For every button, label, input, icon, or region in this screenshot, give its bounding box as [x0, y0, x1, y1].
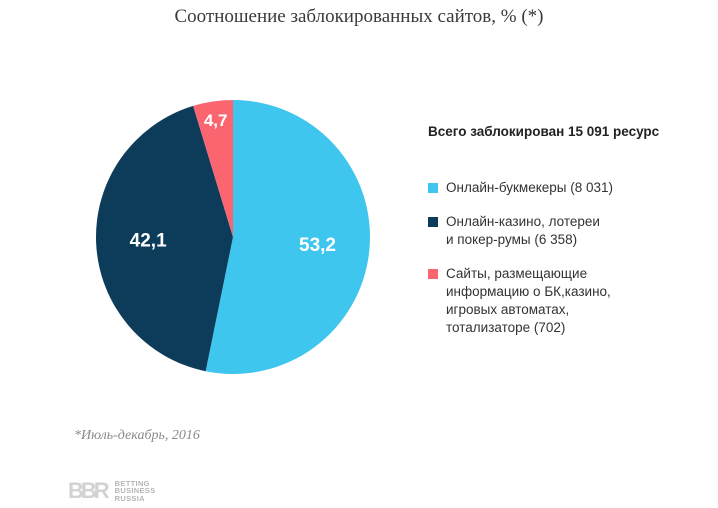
pie-label-1: 53,2	[299, 235, 336, 256]
footnote: *Июль-декабрь, 2016	[74, 428, 200, 443]
pie-label-3: 4,7	[204, 111, 228, 130]
legend-label-line: Сайты, размещающие	[446, 266, 588, 281]
legend-heading: Всего заблокирован 15 091 ресурс	[428, 124, 660, 139]
legend-item-1: Онлайн-букмекеры (8 031)	[428, 179, 708, 197]
pie-slice-1	[205, 100, 371, 374]
logo-text: BETTING BUSINESS RUSSIA	[115, 480, 156, 503]
brand-logo: BBR BETTING BUSINESS RUSSIA	[68, 478, 155, 504]
legend-label-line: Онлайн-казино, лотереи	[446, 214, 600, 229]
pie-slice-2	[95, 105, 233, 372]
legend: Всего заблокирован 15 091 ресурс Онлайн-…	[428, 124, 708, 353]
chart-title: Соотношение заблокированных сайтов, % (*…	[174, 6, 544, 27]
logo-line-betting: BETTING	[114, 478, 150, 488]
legend-label-line: информацию о БК,казино,	[446, 284, 611, 299]
legend-label-line: тотализаторе (702)	[446, 320, 566, 335]
legend-swatch-1	[428, 183, 438, 193]
legend-swatch-3	[428, 269, 438, 279]
legend-item-3: Сайты, размещающие информацию о БК,казино…	[428, 265, 708, 337]
logo-line-russia: RUSSIA	[114, 493, 145, 503]
legend-label-line: игровых автоматах,	[446, 302, 570, 317]
pie-label-2: 42,1	[130, 231, 167, 252]
legend-item-2: Онлайн-казино, лотереи и покер-румы (6 35…	[428, 213, 708, 249]
legend-swatch-2	[428, 217, 438, 227]
pie-slices	[95, 100, 371, 374]
legend-label-line: и покер-румы (6 358)	[446, 232, 578, 247]
logo-mark: BBR	[68, 478, 110, 503]
legend-items: Онлайн-букмекеры (8 031) Онлайн-казино, л…	[428, 179, 708, 337]
logo-line-business: BUSINESS	[114, 486, 156, 496]
pie-labels: 53,2 42,1 4,7	[130, 111, 336, 256]
pie-slice-3	[193, 100, 233, 237]
legend-label-line: Онлайн-букмекеры (8 031)	[446, 180, 614, 195]
